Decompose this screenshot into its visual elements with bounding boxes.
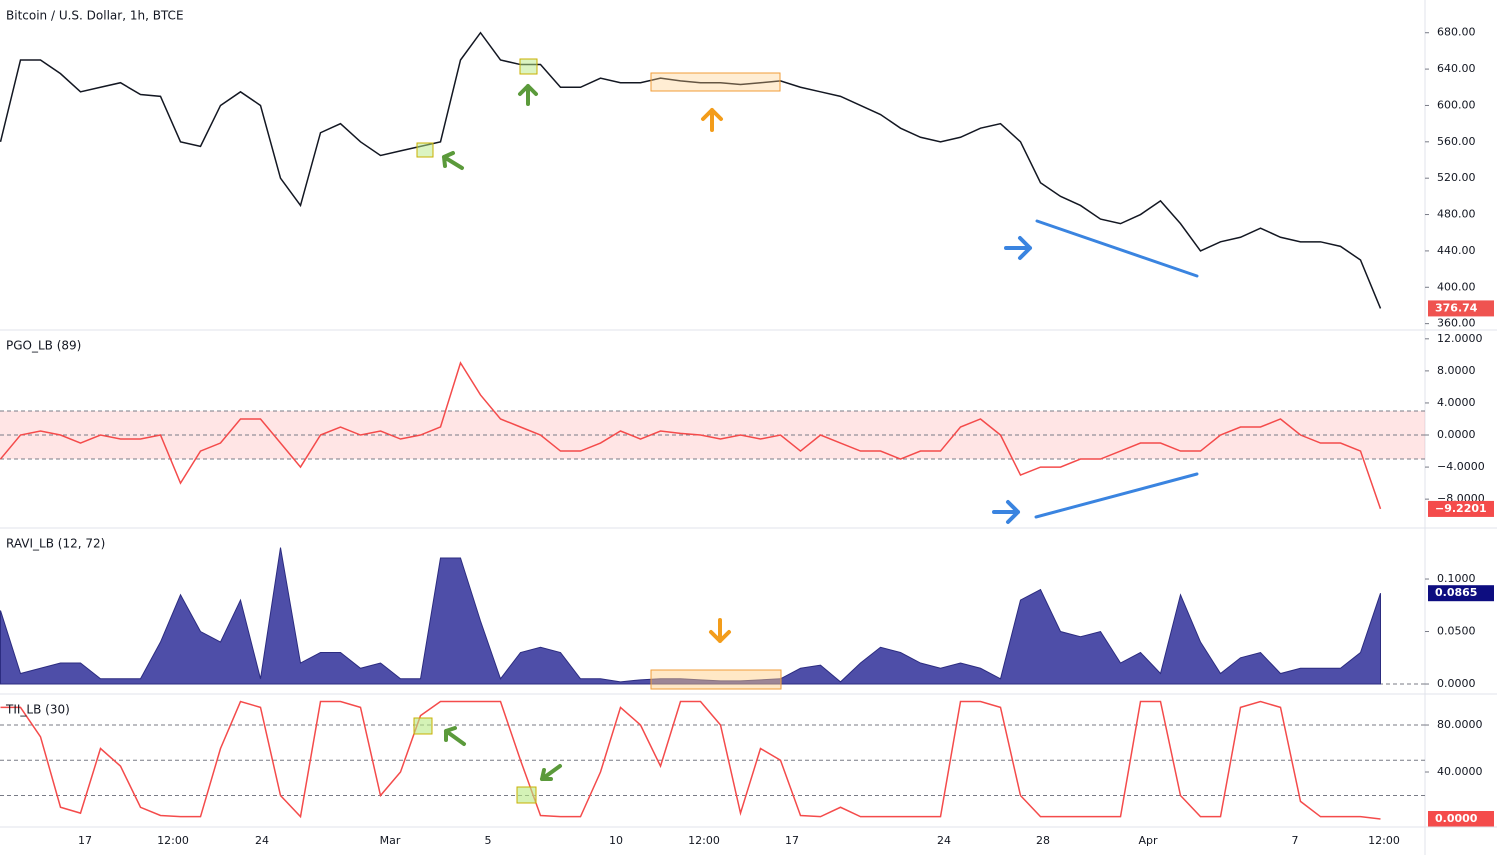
x-tick-label: 12:00 xyxy=(688,834,720,847)
arrow xyxy=(518,84,538,106)
y-tick-label: 440.00 xyxy=(1437,244,1476,257)
last-value-box xyxy=(1428,585,1494,602)
pane-title: RAVI_LB (12, 72) xyxy=(6,537,105,551)
highlight-box xyxy=(650,669,782,690)
annotations xyxy=(413,58,1199,804)
arrow xyxy=(444,726,466,746)
arrow xyxy=(992,500,1020,524)
y-tick-label: 400.00 xyxy=(1437,280,1476,293)
highlight-box xyxy=(516,786,537,804)
y-tick-label: 360.00 xyxy=(1437,317,1476,330)
line xyxy=(0,361,1382,510)
x-tick-label: Apr xyxy=(1138,834,1158,847)
y-tick-label: 40.0000 xyxy=(1437,765,1483,778)
x-tick-label: 7 xyxy=(1292,834,1299,847)
y-tick-label: 520.00 xyxy=(1437,171,1476,184)
pane-title: TII_LB (30) xyxy=(5,703,70,717)
line xyxy=(0,31,1382,309)
x-tick-label: 10 xyxy=(609,834,623,847)
arrow xyxy=(701,108,723,132)
y-tick-label: 4.0000 xyxy=(1437,396,1476,409)
x-tick-label: 28 xyxy=(1036,834,1050,847)
x-tick-label: 24 xyxy=(255,834,269,847)
last-value-label: 376.74 xyxy=(1435,301,1478,314)
line xyxy=(0,700,1381,820)
y-tick-label: 480.00 xyxy=(1437,208,1476,221)
last-value-box xyxy=(1428,500,1494,517)
last-value-label: 0.0865 xyxy=(1435,586,1477,599)
x-tick-label: 5 xyxy=(485,834,492,847)
last-value-label: −9.2201 xyxy=(1435,502,1487,515)
trend-line xyxy=(1034,472,1199,519)
highlight-box xyxy=(650,72,781,92)
arrow xyxy=(1004,236,1032,260)
highlight-box xyxy=(413,717,433,735)
x-tick-label: 17 xyxy=(78,834,92,847)
y-tick-label: 600.00 xyxy=(1437,98,1476,111)
arrow xyxy=(442,151,464,170)
trend-line xyxy=(1035,219,1199,278)
y-tick-label: 640.00 xyxy=(1437,62,1476,75)
area xyxy=(0,547,1381,685)
x-tick-label: 12:00 xyxy=(157,834,189,847)
x-tick-label: Mar xyxy=(380,834,401,847)
y-tick-label: 0.1000 xyxy=(1437,572,1476,585)
y-tick-label: −4.0000 xyxy=(1437,460,1485,473)
y-tick-label: 12.0000 xyxy=(1437,332,1483,345)
highlight-box xyxy=(519,58,538,75)
highlight-box xyxy=(416,142,434,158)
y-tick-label: 0.0500 xyxy=(1437,625,1476,638)
last-value-box xyxy=(1428,300,1494,317)
last-value-label: 0.0000 xyxy=(1435,812,1478,825)
x-tick-label: 24 xyxy=(937,834,951,847)
y-tick-label: 0.0000 xyxy=(1437,677,1476,690)
y-tick-label: 8.0000 xyxy=(1437,364,1476,377)
pane-title: Bitcoin / U.S. Dollar, 1h, BTCE xyxy=(6,9,184,23)
y-tick-label: 80.0000 xyxy=(1437,718,1483,731)
y-tick-label: 560.00 xyxy=(1437,135,1476,148)
last-value-box xyxy=(1428,811,1494,828)
x-tick-label: 17 xyxy=(785,834,799,847)
x-tick-label: 12:00 xyxy=(1368,834,1400,847)
pane-title: PGO_LB (89) xyxy=(6,339,81,353)
arrow xyxy=(540,764,562,781)
y-tick-label: 680.00 xyxy=(1437,26,1476,39)
arrow xyxy=(709,618,731,643)
y-tick-label: 0.0000 xyxy=(1437,428,1476,441)
